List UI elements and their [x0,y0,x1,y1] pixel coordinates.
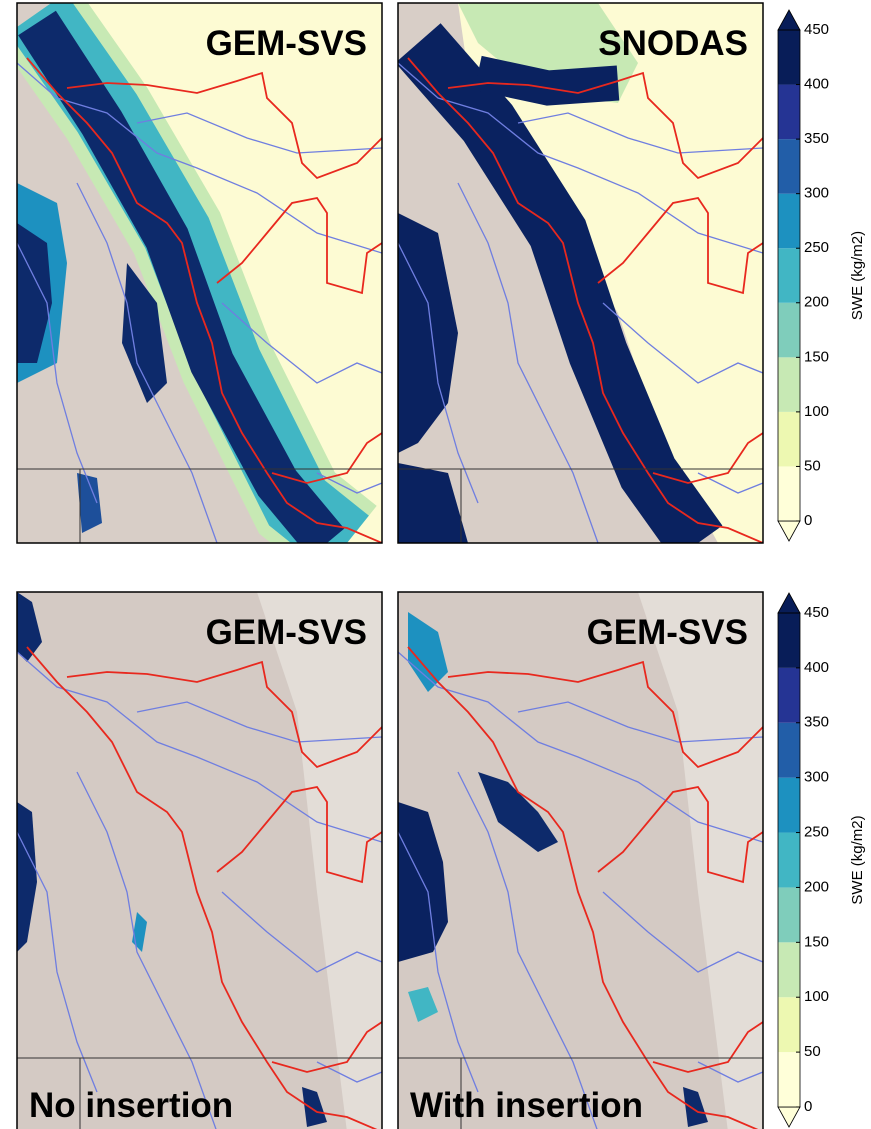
colorbar-bin [778,85,800,140]
map-panel [17,3,382,543]
colorbar-tick-label: 350 [804,714,829,731]
panel-title: GEM-SVS [206,613,367,652]
map-panel [17,592,382,1129]
map-panel [398,3,763,543]
colorbar-label: SWE (kg/m2) [849,231,866,320]
colorbar-bin [778,723,800,778]
colorbar-tick-label: 200 [804,294,829,311]
colorbar-bin [778,357,800,412]
colorbar-bin [778,997,800,1052]
figure: GEM-SVS SNODAS GEM-SVS No insertion GEM-SVS W… [0,0,871,1129]
colorbar-tick-label: 200 [804,878,829,895]
colorbar-bin [778,30,800,85]
colorbar-tick-label: 450 [804,21,829,38]
colorbar-bin [778,139,800,194]
colorbar-extend-low [778,521,800,541]
colorbar-extend-high [778,593,800,613]
colorbar-bin [778,303,800,358]
colorbar-extend-high [778,10,800,30]
colorbar-bin [778,613,800,668]
colorbar-bin [778,778,800,833]
colorbar-bin [778,887,800,942]
colorbar-tick-label: 250 [804,824,829,841]
panel-title: GEM-SVS [206,24,367,63]
colorbar-tick-label: 0 [804,1098,812,1115]
colorbar-tick-label: 50 [804,1043,821,1060]
colorbar-bin [778,412,800,467]
colorbar-tick-label: 150 [804,933,829,950]
colorbar-tick-label: 400 [804,659,829,676]
colorbar-label: SWE (kg/m2) [849,815,866,904]
colorbar-tick-label: 250 [804,239,829,256]
panel-caption: No insertion [29,1086,233,1125]
colorbar-tick-label: 50 [804,457,821,474]
colorbar-tick-label: 0 [804,512,812,529]
map-panel [398,592,763,1129]
colorbar-bin [778,194,800,249]
colorbar-bin [778,942,800,997]
colorbar-bin [778,1052,800,1107]
colorbar-tick-label: 450 [804,604,829,621]
colorbar-tick-label: 350 [804,130,829,147]
colorbar-tick-label: 100 [804,988,829,1005]
colorbar-bin [778,833,800,888]
colorbar-tick-label: 300 [804,185,829,202]
colorbar-bin [778,668,800,723]
colorbar-extend-low [778,1107,800,1127]
colorbar-tick-label: 400 [804,76,829,93]
colorbar-bin [778,466,800,521]
colorbar-tick-label: 150 [804,348,829,365]
colorbar-bin [778,248,800,303]
panel-title: GEM-SVS [587,613,748,652]
panel-caption: With insertion [410,1086,643,1125]
colorbar-tick-label: 300 [804,769,829,786]
colorbar-tick-label: 100 [804,403,829,420]
panel-title: SNODAS [598,24,748,63]
